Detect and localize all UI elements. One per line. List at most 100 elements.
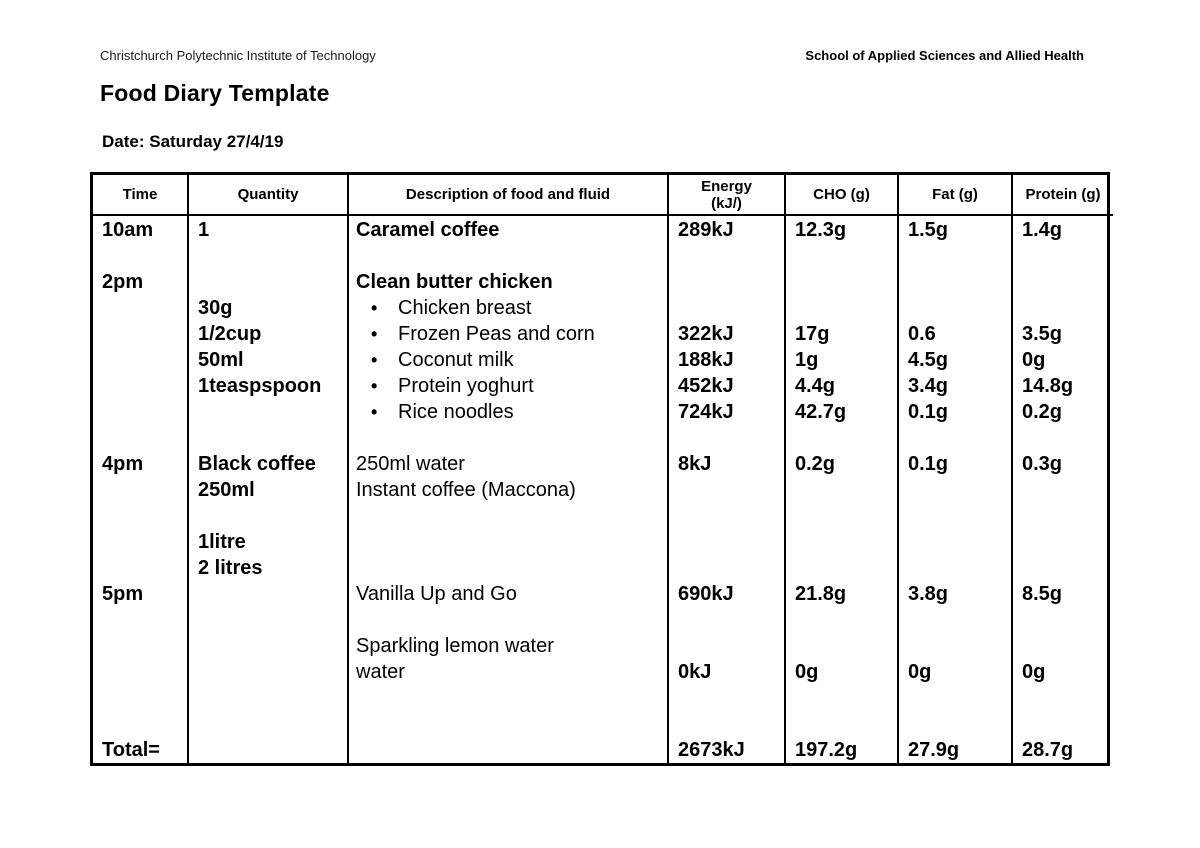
desc-text: Coconut milk: [398, 349, 514, 371]
energy-line-14: 690kJ: [678, 583, 734, 605]
header-time-label: Time: [122, 186, 158, 203]
desc-line-13: [349, 555, 667, 581]
cho-line-5: 1g: [795, 349, 819, 371]
cho-line-9: 0.2g: [795, 453, 836, 475]
desc-line-8: [349, 425, 667, 451]
fat-line-4: 0.6: [908, 323, 936, 345]
energy-line-7: 724kJ: [678, 401, 734, 423]
header-cho-label: CHO (g): [813, 186, 870, 203]
quantity-line-19: [189, 711, 347, 737]
institution-name: Christchurch Polytechnic Institute of Te…: [100, 48, 376, 63]
energy-line-15: [669, 607, 784, 633]
desc-line-17: water: [356, 661, 405, 683]
column-cho: 12.3g 17g 1g 4.4g 42.7g 0.2g 21.8g 0g 197.2g: [786, 216, 899, 763]
quantity-line-6: 1teaspspoon: [198, 375, 322, 397]
column-time: 10am 2pm 4pm 5pm Total=: [93, 216, 189, 763]
time-line-11: [93, 503, 187, 529]
desc-line-4: • Frozen Peas and corn: [349, 321, 667, 347]
desc-line-7: • Rice noodles: [349, 399, 667, 425]
time-line-12: [93, 529, 187, 555]
header-protein: Protein (g): [1013, 175, 1113, 216]
column-fat: 1.5g 0.6 4.5g 3.4g 0.1g 0.1g 3.8g 0g 27.9g: [899, 216, 1013, 763]
fat-line-3: [899, 295, 1011, 321]
fat-line-17: 0g: [908, 661, 932, 683]
header-desc: Description of food and fluid: [349, 175, 669, 216]
bullet-icon: •: [371, 298, 378, 318]
header-quantity-label: Quantity: [237, 186, 299, 203]
desc-text: Frozen Peas and corn: [398, 323, 595, 345]
protein-line-17: 0g: [1022, 661, 1046, 683]
protein-line-3: [1013, 295, 1113, 321]
time-line-14: 5pm: [102, 583, 144, 605]
desc-line-0: Caramel coffee: [356, 219, 500, 241]
cho-line-12: [786, 529, 897, 555]
bullet-icon: •: [371, 376, 378, 396]
quantity-line-13: 2 litres: [198, 557, 263, 579]
fat-line-8: [899, 425, 1011, 451]
energy-line-19: [669, 711, 784, 737]
fat-line-18: [899, 685, 1011, 711]
protein-line-14: 8.5g: [1022, 583, 1063, 605]
protein-line-20: 28.7g: [1022, 739, 1074, 761]
energy-line-1: [669, 243, 784, 269]
time-line-16: [93, 633, 187, 659]
desc-line-12: [349, 529, 667, 555]
header-quantity: Quantity: [189, 175, 349, 216]
header-energy: Energy (kJ/): [669, 175, 786, 216]
fat-line-20: 27.9g: [908, 739, 960, 761]
quantity-line-5: 50ml: [198, 349, 244, 371]
bullet-icon: •: [371, 324, 378, 344]
quantity-line-16: [189, 633, 347, 659]
energy-line-18: [669, 685, 784, 711]
quantity-line-20: [189, 737, 347, 763]
energy-line-12: [669, 529, 784, 555]
time-line-0: 10am: [102, 219, 154, 241]
desc-line-15: [349, 607, 667, 633]
protein-line-10: [1013, 477, 1113, 503]
protein-line-15: [1013, 607, 1113, 633]
protein-line-8: [1013, 425, 1113, 451]
desc-line-19: [349, 711, 667, 737]
page-title: Food Diary Template: [100, 80, 330, 106]
quantity-line-17: [189, 659, 347, 685]
cho-line-11: [786, 503, 897, 529]
header-time: Time: [93, 175, 189, 216]
quantity-line-8: [189, 425, 347, 451]
fat-line-12: [899, 529, 1011, 555]
time-line-6: [93, 373, 187, 399]
time-line-9: 4pm: [102, 453, 144, 475]
desc-line-6: • Protein yoghurt: [349, 373, 667, 399]
quantity-line-12: 1litre: [198, 531, 246, 553]
protein-line-11: [1013, 503, 1113, 529]
column-desc: Caramel coffee Clean butter chicken • Chick…: [349, 216, 669, 763]
quantity-line-11: [189, 503, 347, 529]
time-line-1: [93, 243, 187, 269]
desc-text: Rice noodles: [398, 401, 514, 423]
cho-line-17: 0g: [795, 661, 819, 683]
protein-line-5: 0g: [1022, 349, 1046, 371]
header-energy-label: Energy: [701, 177, 752, 195]
column-protein: 1.4g 3.5g 0g 14.8g 0.2g 0.3g 8.5g 0g 28.7g: [1013, 216, 1113, 763]
page-header: Christchurch Polytechnic Institute of Te…: [100, 48, 1084, 63]
energy-line-20: 2673kJ: [678, 739, 745, 761]
desc-line-18: [349, 685, 667, 711]
quantity-line-10: 250ml: [198, 479, 255, 501]
protein-line-19: [1013, 711, 1113, 737]
quantity-line-1: [189, 243, 347, 269]
cho-line-2: [786, 269, 897, 295]
desc-line-10: Instant coffee (Maccona): [356, 479, 576, 501]
protein-line-9: 0.3g: [1022, 453, 1063, 475]
protein-line-18: [1013, 685, 1113, 711]
cho-line-0: 12.3g: [795, 219, 847, 241]
fat-line-13: [899, 555, 1011, 581]
fat-line-1: [899, 243, 1011, 269]
energy-line-10: [669, 477, 784, 503]
time-line-19: [93, 711, 187, 737]
quantity-line-0: 1: [198, 219, 210, 241]
energy-line-2: [669, 269, 784, 295]
quantity-line-15: [189, 607, 347, 633]
desc-line-11: [349, 503, 667, 529]
energy-line-17: 0kJ: [678, 661, 712, 683]
fat-line-5: 4.5g: [908, 349, 949, 371]
time-line-18: [93, 685, 187, 711]
